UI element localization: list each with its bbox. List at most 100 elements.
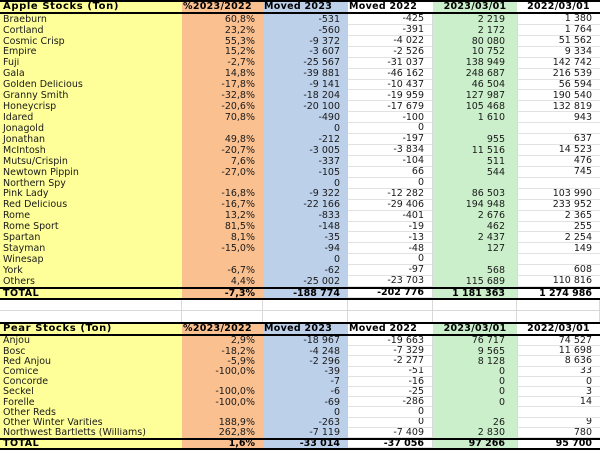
value-cell[interactable]: 2 219 [433,14,517,25]
value-cell[interactable]: 0 [433,397,517,408]
value-cell[interactable]: -25 567 [263,57,348,69]
value-cell[interactable]: 9 [517,417,600,428]
value-cell[interactable]: -2 277 [348,356,433,367]
row-label-cell[interactable]: Cortland [0,24,182,36]
value-cell[interactable]: -27,0% [182,166,263,178]
row-label-cell[interactable]: Idared [0,112,182,124]
value-cell[interactable]: 103 990 [517,188,600,200]
row-label-cell[interactable]: Pink Lady [0,188,182,200]
total-value-cell[interactable]: -7,3% [182,289,263,298]
value-cell[interactable]: -51 [348,366,433,377]
value-cell[interactable]: -3 834 [348,145,433,156]
value-cell[interactable]: -97 [348,265,433,277]
value-cell[interactable]: 0 [348,417,433,428]
value-cell[interactable]: 15,2% [182,46,263,58]
value-cell[interactable]: 0 [517,376,600,388]
value-cell[interactable]: 0 [263,177,348,189]
value-cell[interactable]: -2 526 [348,46,433,58]
value-cell[interactable] [517,123,600,135]
row-label-cell[interactable]: Stayman [0,243,182,255]
value-cell[interactable]: -23 703 [348,276,433,288]
value-cell[interactable]: 115 689 [433,276,517,288]
value-cell[interactable]: -18,2% [182,346,263,357]
value-cell[interactable]: 544 [433,166,517,178]
value-cell[interactable]: -9 372 [263,35,348,47]
value-cell[interactable]: 26 [433,417,517,428]
value-cell[interactable]: -15,0% [182,243,263,255]
value-cell[interactable]: -263 [263,417,348,428]
empty-cell[interactable] [433,311,517,322]
value-cell[interactable]: -13 [348,232,433,244]
value-cell[interactable]: 780 [517,427,600,439]
value-cell[interactable]: 8 128 [433,356,517,367]
column-header-pct-2023-2022[interactable]: %2023/2022 [182,324,263,334]
value-cell[interactable]: -31 037 [348,57,433,69]
value-cell[interactable]: -3 005 [263,145,348,156]
value-cell[interactable]: -16 [348,376,433,388]
row-label-cell[interactable]: Red Delicious [0,199,182,211]
empty-cell[interactable] [517,311,600,322]
row-label-cell[interactable]: Braeburn [0,14,182,25]
row-label-cell[interactable]: Northern Spy [0,177,182,189]
value-cell[interactable] [433,254,517,266]
column-header-stock-2023-03-01[interactable]: 2023/03/01 [433,324,517,334]
column-header-pct-2023-2022[interactable]: %2023/2022 [182,2,263,12]
value-cell[interactable] [433,177,517,189]
value-cell[interactable]: -22 166 [263,199,348,211]
total-value-cell[interactable]: -37 056 [348,440,433,448]
row-label-cell[interactable]: Empire [0,46,182,58]
value-cell[interactable] [517,254,600,266]
row-label-cell[interactable]: Jonathan [0,134,182,146]
value-cell[interactable]: 0 [348,254,433,266]
value-cell[interactable]: -148 [263,221,348,233]
total-value-cell[interactable]: 95 700 [517,440,600,448]
row-label-cell[interactable]: Forelle [0,397,182,408]
value-cell[interactable]: 1 380 [517,14,600,25]
value-cell[interactable]: -6 [263,387,348,398]
value-cell[interactable]: 216 539 [517,68,600,80]
value-cell[interactable]: 2 254 [517,232,600,244]
value-cell[interactable]: 462 [433,221,517,233]
row-label-cell[interactable]: Newtown Pippin [0,166,182,178]
row-label-cell[interactable]: Cosmic Crisp [0,35,182,47]
value-cell[interactable]: 7,6% [182,155,263,167]
total-value-cell[interactable]: 97 266 [433,440,517,448]
value-cell[interactable]: 127 [433,243,517,255]
value-cell[interactable]: -100 [348,112,433,124]
row-label-cell[interactable]: Northwest Bartletts (Williams) [0,427,182,439]
row-label-cell[interactable]: Other Winter Varities [0,417,182,428]
row-label-cell[interactable]: Rome [0,210,182,222]
value-cell[interactable]: 194 948 [433,199,517,211]
total-value-cell[interactable]: -33 014 [263,440,348,448]
value-cell[interactable]: -35 [263,232,348,244]
value-cell[interactable]: 255 [517,221,600,233]
empty-cell[interactable] [0,311,182,322]
value-cell[interactable]: -7 329 [348,346,433,357]
value-cell[interactable]: 2 172 [433,24,517,36]
value-cell[interactable]: 0 [348,177,433,189]
value-cell[interactable]: -391 [348,24,433,36]
value-cell[interactable]: -531 [263,14,348,25]
value-cell[interactable]: 14,8% [182,68,263,80]
value-cell[interactable] [182,376,263,388]
value-cell[interactable]: 608 [517,265,600,277]
value-cell[interactable]: -9 141 [263,79,348,91]
value-cell[interactable]: 2 365 [517,210,600,222]
value-cell[interactable]: 9 565 [433,346,517,357]
value-cell[interactable]: 33 [517,366,600,377]
value-cell[interactable]: -197 [348,134,433,146]
total-value-cell[interactable]: -202 776 [348,289,433,298]
value-cell[interactable]: 13,2% [182,210,263,222]
empty-cell[interactable] [182,300,263,311]
value-cell[interactable]: -16,8% [182,188,263,200]
value-cell[interactable]: -212 [263,134,348,146]
value-cell[interactable] [182,177,263,189]
value-cell[interactable]: 476 [517,155,600,167]
empty-cell[interactable] [348,300,433,311]
value-cell[interactable]: -29 406 [348,199,433,211]
row-label-cell[interactable]: Seckel [0,387,182,398]
row-label-cell[interactable]: Golden Delicious [0,79,182,91]
column-header-moved-2022[interactable]: Moved 2022 [348,324,433,334]
value-cell[interactable]: 127 987 [433,90,517,102]
row-label-cell[interactable]: Red Anjou [0,356,182,367]
